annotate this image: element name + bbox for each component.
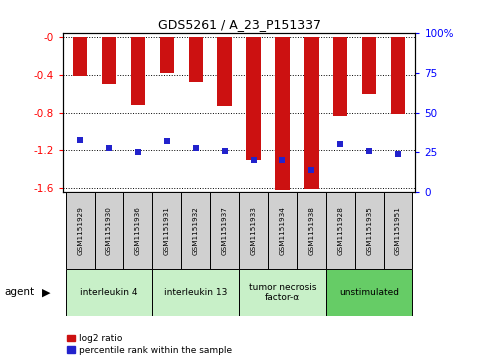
Text: GSM1151933: GSM1151933: [251, 206, 256, 255]
Legend: log2 ratio, percentile rank within the sample: log2 ratio, percentile rank within the s…: [67, 334, 232, 355]
Point: [394, 151, 402, 157]
Text: GSM1151936: GSM1151936: [135, 206, 141, 255]
Bar: [239, 192, 268, 269]
Point: [221, 148, 228, 154]
Bar: [268, 192, 297, 269]
Bar: [304, 37, 319, 189]
Title: GDS5261 / A_23_P151337: GDS5261 / A_23_P151337: [157, 19, 321, 32]
Bar: [66, 269, 152, 316]
Bar: [355, 192, 384, 269]
Point: [134, 150, 142, 155]
Bar: [333, 37, 347, 116]
Text: ▶: ▶: [42, 287, 50, 297]
Text: GSM1151930: GSM1151930: [106, 206, 112, 255]
Text: interleukin 13: interleukin 13: [164, 288, 227, 297]
Bar: [210, 192, 239, 269]
Point: [365, 148, 373, 154]
Text: GSM1151937: GSM1151937: [222, 206, 227, 255]
Bar: [95, 192, 124, 269]
Bar: [131, 37, 145, 105]
Point: [76, 137, 84, 143]
Bar: [384, 192, 412, 269]
Text: GSM1151935: GSM1151935: [366, 206, 372, 255]
Text: GSM1151931: GSM1151931: [164, 206, 170, 255]
Text: interleukin 4: interleukin 4: [80, 288, 138, 297]
Bar: [102, 37, 116, 84]
Text: GSM1151951: GSM1151951: [395, 206, 401, 255]
Bar: [391, 37, 405, 114]
Bar: [188, 37, 203, 82]
Bar: [124, 192, 152, 269]
Point: [308, 167, 315, 173]
Bar: [152, 192, 181, 269]
Text: GSM1151932: GSM1151932: [193, 206, 199, 255]
Bar: [239, 269, 326, 316]
Point: [163, 138, 170, 144]
Bar: [152, 269, 239, 316]
Bar: [246, 37, 261, 159]
Bar: [326, 269, 412, 316]
Point: [250, 158, 257, 163]
Text: GSM1151934: GSM1151934: [280, 206, 285, 255]
Bar: [66, 192, 95, 269]
Bar: [275, 37, 290, 189]
Text: GSM1151929: GSM1151929: [77, 206, 83, 255]
Point: [192, 145, 199, 151]
Text: GSM1151928: GSM1151928: [337, 206, 343, 255]
Bar: [326, 192, 355, 269]
Point: [105, 145, 113, 151]
Bar: [159, 37, 174, 73]
Bar: [73, 37, 87, 76]
Point: [336, 142, 344, 147]
Text: unstimulated: unstimulated: [339, 288, 399, 297]
Bar: [181, 192, 210, 269]
Point: [279, 158, 286, 163]
Bar: [297, 192, 326, 269]
Text: tumor necrosis
factor-α: tumor necrosis factor-α: [249, 282, 316, 302]
Bar: [362, 37, 376, 94]
Text: agent: agent: [5, 287, 35, 297]
Text: GSM1151938: GSM1151938: [308, 206, 314, 255]
Bar: [217, 37, 232, 106]
